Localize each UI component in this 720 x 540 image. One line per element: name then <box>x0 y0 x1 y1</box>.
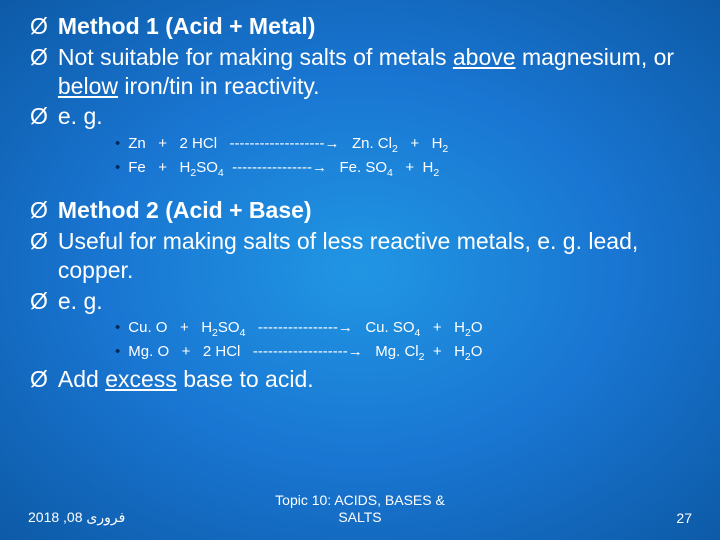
bullet-marker-icon: Ø <box>30 12 48 41</box>
footer-title: Topic 10: ACIDS, BASES & SALTS <box>275 492 445 526</box>
bullet-text: Useful for making salts of less reactive… <box>58 227 690 285</box>
bullet-marker-icon: Ø <box>30 227 48 256</box>
main-bullet: Øe. g. <box>30 102 690 131</box>
bullet-text: Add excess base to acid. <box>58 365 690 394</box>
bullet-marker-icon: Ø <box>30 365 48 394</box>
main-bullet: Ø Method 1 (Acid + Metal) <box>30 12 690 41</box>
footer-page: 27 <box>676 510 692 526</box>
main-bullet: Ø Useful for making salts of less reactiv… <box>30 227 690 285</box>
bullet-marker-icon: Ø <box>30 43 48 72</box>
sub-marker-icon: • <box>115 133 120 154</box>
main-bullet: Øe. g. <box>30 287 690 316</box>
footer-date: 2018 ,08 ﻓﺮﻭﺭی <box>28 509 125 526</box>
main-bullet: Ø Method 2 (Acid + Base) <box>30 196 690 225</box>
sub-bullet: • Cu. O + H2SO4 ----------------→ Cu. SO4… <box>115 317 690 341</box>
bullet-marker-icon: Ø <box>30 196 48 225</box>
sub-bullet: • Mg. O + 2 HCl -------------------→ Mg. … <box>115 341 690 365</box>
sub-marker-icon: • <box>115 341 120 362</box>
bullet-marker-icon: Ø <box>30 102 48 131</box>
equation-text: Cu. O + H2SO4 ----------------→ Cu. SO4 … <box>128 317 482 341</box>
bullet-text: Method 1 (Acid + Metal) <box>58 12 690 41</box>
bullet-text: e. g. <box>58 287 690 316</box>
sub-bullet: • Zn + 2 HCl -------------------→ Zn. Cl2… <box>115 133 690 157</box>
bullet-marker-icon: Ø <box>30 287 48 316</box>
bullet-text: Not suitable for making salts of metals … <box>58 43 690 101</box>
sub-marker-icon: • <box>115 317 120 338</box>
bullet-text: Method 2 (Acid + Base) <box>58 196 690 225</box>
equation-text: Fe + H2SO4 ----------------→ Fe. SO4 + H… <box>128 157 439 181</box>
sub-marker-icon: • <box>115 157 120 178</box>
equation-text: Mg. O + 2 HCl -------------------→ Mg. C… <box>128 341 482 365</box>
bullet-text: e. g. <box>58 102 690 131</box>
equation-text: Zn + 2 HCl -------------------→ Zn. Cl2 … <box>128 133 448 157</box>
main-bullet: Ø Not suitable for making salts of metals… <box>30 43 690 101</box>
sub-bullet: • Fe + H2SO4 ----------------→ Fe. SO4 + … <box>115 157 690 181</box>
main-bullet: Ø Add excess base to acid. <box>30 365 690 394</box>
